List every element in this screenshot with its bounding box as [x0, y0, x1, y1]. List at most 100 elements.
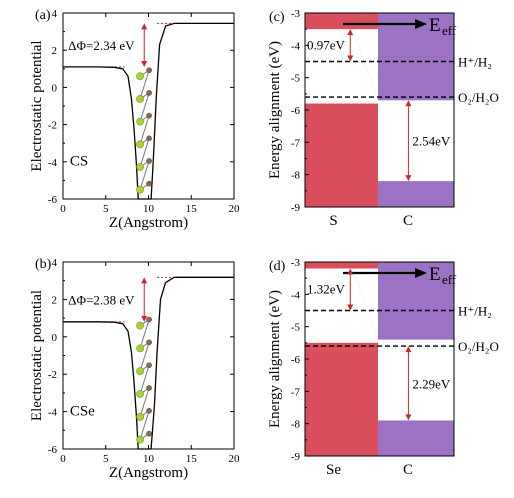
panel-0-atom-green [136, 140, 144, 149]
panel-2-gap-arrowhead-top [405, 100, 412, 107]
panel-0-material-label: CS [70, 154, 88, 170]
panel-0-x-axis-label: Z(Angstrom) [109, 215, 188, 231]
panel-3-redox-level-label: O₂/H₂O [458, 339, 499, 354]
panel-0-x-tick-label: 5 [103, 203, 109, 215]
panel-2-upper-gap-wedge [352, 29, 379, 101]
panel-3-left-upper-band [305, 262, 379, 269]
panel-0-atom-green [136, 117, 144, 126]
panel-1-atom-green [136, 435, 144, 444]
panel-1-panel-label: (b) [35, 257, 52, 272]
panel-3-gap-arrowhead-top [347, 268, 354, 275]
panel-1-y-axis-label: Electrostatic potential [29, 290, 45, 421]
panel-2-gap-arrowhead-top [347, 29, 354, 36]
panel-3-category-label-right: C [403, 462, 413, 478]
panel-2-field-subscript: eff [442, 23, 457, 38]
panel-3-redox-level-label: H⁺/H₂ [458, 304, 492, 319]
panel-1-atom-green [136, 412, 144, 421]
panel-1-delta-phi-label: ΔΦ=2.38 eV [68, 293, 135, 308]
panel-1-x-tick-label: 10 [143, 453, 155, 465]
panel-1-atom-green [136, 390, 144, 398]
panel-1-x-tick-label: 0 [60, 453, 66, 465]
panel-0-y-tick-label: -6 [48, 194, 58, 206]
panel-1-plot-frame [62, 261, 235, 450]
panel-0-atom-bond [139, 70, 150, 100]
panel-1-atom-bond [139, 365, 150, 395]
panel-3-gap-arrowhead-bottom [405, 414, 412, 421]
panel-1-atom-bond [139, 410, 150, 440]
panel-1-atom-brown [146, 407, 152, 414]
panel-1-y-tick-label: 4 [52, 257, 58, 269]
panel-2-category-label-right: C [403, 213, 413, 229]
panel-0-atom-brown [146, 135, 152, 142]
panel-1-atom-bond [139, 319, 150, 349]
panel-1-material-label: CSe [70, 403, 95, 419]
panel-3-y-axis-label: Energy alignment (eV) [267, 290, 283, 428]
panel-0-x-tick-label: 20 [229, 203, 241, 215]
panel-1-atom-brown [146, 430, 152, 437]
panel-1-x-tick-label: 5 [103, 453, 109, 465]
panel-0-atom-bond [139, 115, 150, 145]
panel-0-y-tick-label: 0 [52, 82, 58, 94]
panel-2-y-tick-label: -5 [291, 73, 301, 85]
panel-3-y-tick-label: -7 [291, 386, 301, 398]
panel-1-x-axis-label: Z(Angstrom) [109, 465, 188, 481]
panel-3-y-tick-label: -4 [291, 289, 301, 301]
panel-1-atom-brown [146, 385, 152, 391]
panel-2-redox-level-label: H⁺/H₂ [458, 55, 492, 70]
panel-0-potential-curve [63, 22, 234, 200]
panel-2-field-arrowhead [415, 19, 427, 29]
panel-2-category-label-left: S [329, 213, 337, 229]
panel-1-y-tick-label: -4 [48, 407, 58, 419]
panel-1-atom-bond [139, 387, 150, 417]
panel-0-y-axis-label: Electrostatic potential [29, 40, 45, 171]
panel-2-gap-arrowhead-bottom [347, 55, 354, 62]
panel-0-delta-phi-label: ΔΦ=2.34 eV [68, 38, 135, 53]
panel-0-atom-brown [146, 158, 152, 164]
panel-0-atom-brown [146, 90, 152, 96]
panel-0-atom-brown [146, 67, 152, 74]
panel-3-category-label-left: Se [326, 462, 341, 478]
panel-1-x-tick-label: 20 [229, 453, 241, 465]
panel-0-y-tick-label: -4 [48, 157, 58, 169]
panel-3-y-tick-label: -9 [291, 451, 301, 463]
panel-0-atom-green [136, 72, 144, 81]
panel-0-atom-bond [139, 92, 150, 122]
panel-0-atom-green [136, 185, 144, 194]
panel-0-y-tick-label: 2 [52, 45, 58, 57]
panel-0-y-tick-label: -2 [48, 120, 57, 132]
panel-2-gap-label: 2.54eV [412, 134, 451, 149]
panel-1-atom-green [136, 321, 144, 330]
panel-2-gap-label: 0.97eV [307, 37, 346, 52]
panel-2-left-lower-bend [352, 103, 379, 207]
panel-2-y-tick-label: -9 [291, 202, 301, 214]
panel-1-delta-phi-arrowhead-bottom [141, 315, 148, 322]
panel-1-atom-bond [139, 342, 150, 372]
panel-0-delta-phi-arrowhead-bottom [141, 60, 148, 67]
panel-3-upper-gap-wedge [352, 268, 379, 340]
panel-2-panel-label: (c) [269, 10, 285, 25]
panel-0-y-tick-label: 4 [52, 8, 58, 20]
panel-2-y-tick-label: -3 [291, 8, 301, 20]
panel-0-atom-bond [139, 160, 150, 190]
panel-0-atom-green [136, 163, 144, 171]
panel-1-atom-green [136, 344, 144, 353]
panel-1-y-tick-label: -6 [48, 444, 58, 456]
panel-1-atom-brown [146, 316, 152, 323]
panel-0-x-tick-label: 10 [143, 203, 155, 215]
panel-2-y-tick-label: -4 [291, 40, 301, 52]
panel-1-y-tick-label: 2 [52, 294, 58, 306]
panel-3-field-arrowhead [415, 268, 427, 278]
panel-3-gap-arrowhead-top [405, 346, 412, 353]
panel-2-y-tick-label: -7 [291, 137, 301, 149]
panel-3-y-tick-label: -6 [291, 354, 301, 366]
panel-3-left-lower-bend [352, 342, 379, 456]
panel-3-y-tick-label: -3 [291, 257, 301, 269]
panel-2-right-lower-band [378, 181, 454, 207]
panel-0-x-tick-label: 0 [60, 203, 66, 215]
panel-1-x-tick-label: 15 [186, 453, 198, 465]
panel-3-gap-arrowhead-bottom [347, 304, 354, 311]
panel-2-y-tick-label: -6 [291, 105, 301, 117]
panel-1-atom-brown [146, 362, 152, 369]
